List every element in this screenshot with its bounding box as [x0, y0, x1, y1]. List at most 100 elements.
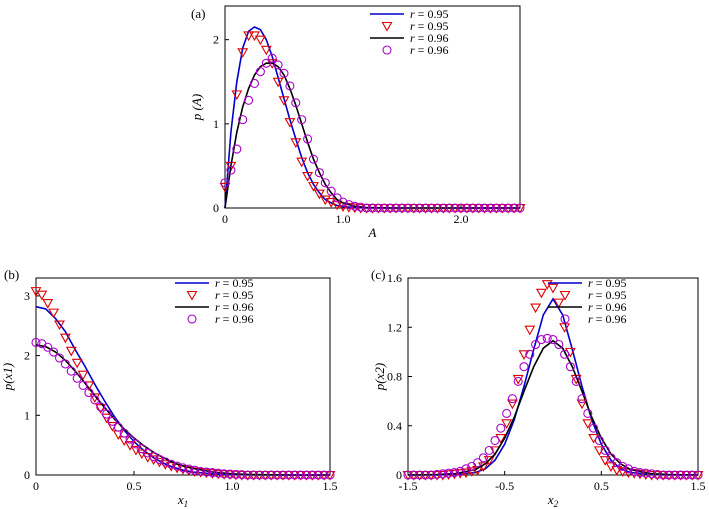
data-point-circle — [231, 469, 241, 479]
legend-label: r = 0.96 — [410, 31, 448, 45]
plot-frame — [224, 5, 521, 209]
data-point-circle — [449, 467, 459, 478]
data-point-circle — [273, 60, 283, 70]
data-point-circle — [31, 337, 41, 348]
legend-label: r = 0.95 — [410, 7, 448, 21]
series-1 — [224, 26, 520, 209]
legend: r = 0.95r = 0.95r = 0.96r = 0.96 — [175, 276, 253, 326]
data-point-circle — [272, 470, 282, 480]
x-tick-label: 1.0 — [225, 479, 240, 493]
data-point-circle — [166, 459, 176, 469]
data-point-circle — [278, 470, 288, 480]
data-point-circle — [502, 408, 512, 418]
data-point-triangle — [118, 436, 130, 446]
y-tick-label: 0.8 — [387, 370, 402, 384]
data-point-circle — [154, 454, 165, 465]
data-point-circle — [219, 469, 229, 479]
data-point-circle — [542, 333, 552, 343]
legend-circle-swatch — [187, 314, 197, 324]
data-point-circle — [420, 470, 430, 480]
data-point-circle — [284, 470, 294, 480]
data-point-triangle — [308, 182, 319, 192]
data-point-triangle — [290, 138, 302, 148]
legend: r = 0.95r = 0.95r = 0.96r = 0.96 — [548, 276, 626, 326]
data-point-circle — [303, 134, 313, 144]
data-point-circle — [54, 353, 65, 363]
data-point-circle — [107, 416, 117, 426]
data-point-circle — [554, 339, 564, 350]
data-point-circle — [249, 78, 260, 88]
data-point-circle — [254, 470, 264, 480]
data-point-triangle — [101, 413, 113, 424]
data-point-circle — [297, 115, 307, 125]
data-point-circle — [178, 463, 188, 473]
data-point-circle — [536, 335, 546, 345]
data-point-circle — [291, 98, 301, 108]
legend-label: r = 0.96 — [215, 312, 253, 326]
data-point-circle — [66, 366, 76, 376]
data-point-circle — [415, 203, 425, 213]
data-point-circle — [461, 464, 471, 474]
data-point-circle — [301, 470, 312, 480]
data-point-circle — [338, 197, 348, 207]
data-point-circle — [307, 470, 317, 480]
data-point-triangle — [506, 399, 518, 410]
series-3 — [407, 339, 699, 476]
data-point-circle — [319, 470, 329, 480]
data-point-circle — [456, 203, 466, 213]
data-point-triangle — [302, 171, 314, 182]
data-point-circle — [507, 394, 517, 404]
data-point-circle — [426, 470, 436, 480]
data-point-circle — [172, 461, 182, 471]
data-point-circle — [450, 203, 460, 213]
legend-triangle-swatch — [381, 21, 393, 32]
data-point-circle — [72, 373, 82, 383]
series-1 — [407, 297, 699, 476]
data-point-circle — [473, 458, 483, 468]
data-point-circle — [462, 203, 472, 213]
data-point-circle — [594, 435, 604, 446]
data-point-circle — [96, 402, 106, 412]
x-tick-label: 2.0 — [454, 212, 469, 226]
y-tick-label: 3 — [24, 289, 30, 303]
data-point-triangle — [582, 419, 594, 429]
data-point-triangle — [599, 456, 611, 466]
data-point-circle — [509, 203, 519, 213]
data-point-circle — [647, 469, 657, 479]
data-point-circle — [373, 203, 383, 213]
data-point-circle — [220, 178, 230, 188]
series-line — [224, 26, 520, 209]
data-point-circle — [367, 203, 378, 213]
data-point-circle — [485, 203, 496, 213]
data-point-circle — [583, 408, 593, 418]
data-point-circle — [391, 203, 401, 213]
legend-triangle-swatch — [186, 290, 198, 301]
data-point-circle — [618, 461, 628, 471]
data-point-circle — [641, 468, 651, 478]
legend-label: r = 0.95 — [215, 276, 253, 290]
data-point-circle — [279, 68, 289, 78]
y-tick-label: 0 — [213, 201, 219, 215]
x-tick-label: 0 — [222, 212, 228, 226]
y-tick-label: 0 — [396, 468, 402, 482]
data-point-circle — [468, 203, 478, 213]
data-point-triangle — [42, 299, 54, 309]
legend-label: r = 0.96 — [410, 43, 448, 57]
plot-frame — [35, 277, 331, 476]
data-point-circle — [184, 464, 194, 474]
data-point-circle — [421, 203, 431, 213]
data-point-triangle — [547, 283, 559, 294]
data-point-circle — [577, 394, 587, 404]
data-point-triangle — [237, 48, 249, 58]
data-point-circle — [255, 67, 265, 77]
data-point-circle — [232, 144, 242, 154]
data-point-circle — [190, 465, 200, 475]
data-point-circle — [444, 468, 454, 478]
data-point-triangle — [54, 320, 65, 331]
data-point-circle — [213, 468, 223, 478]
data-point-circle — [635, 467, 645, 478]
data-point-circle — [560, 349, 570, 359]
data-point-triangle — [313, 189, 325, 200]
legend-label: r = 0.95 — [215, 288, 253, 302]
data-point-triangle — [466, 467, 478, 477]
